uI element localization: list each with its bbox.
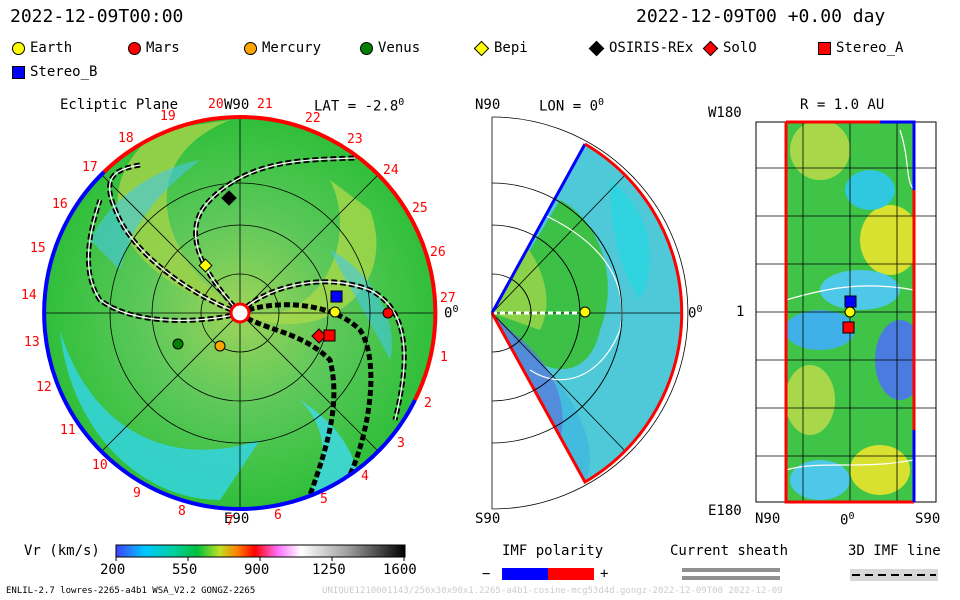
mars-marker-icon [128, 41, 141, 55]
map-x-left-label: N90 [755, 511, 781, 527]
legend-mars: Mars [128, 40, 180, 56]
meridional-right-label: 00 [688, 304, 703, 322]
imf-minus-label: − [482, 566, 491, 582]
legend-stereo-a: Stereo_A [818, 40, 903, 56]
current-sheath-label: Current sheath [670, 543, 789, 559]
meridional-lon-label: LON = 00 [539, 97, 605, 115]
carrington-9: 9 [133, 486, 141, 501]
carrington-23: 23 [347, 132, 363, 147]
earth-marker-icon [844, 306, 856, 318]
colorbar-tick-550: 550 [172, 562, 198, 578]
ecliptic-disk [42, 115, 438, 511]
meridional-bottom-label: S90 [475, 511, 501, 527]
colorbar-tick-900: 900 [244, 562, 270, 578]
colorbar-tick-200: 200 [100, 562, 126, 578]
velocity-colorbar [115, 544, 406, 558]
osiris-marker-icon [221, 190, 237, 206]
sun-icon [229, 302, 251, 324]
carrington-3: 3 [397, 436, 405, 451]
imf-plus-label: + [600, 566, 609, 582]
legend-solo: SolO [702, 40, 757, 56]
carrington-1: 1 [440, 350, 448, 365]
carrington-5: 5 [320, 492, 328, 507]
imf-polarity-label: IMF polarity [502, 543, 604, 559]
stereo-b-marker-icon [330, 290, 343, 303]
footer-run-info: ENLIL-2.7 lowres-2265-a4b1 WSA_V2.2 GONG… [6, 586, 256, 596]
map-mid-left-label: 1 [736, 304, 745, 320]
carrington-19: 19 [160, 109, 176, 124]
carrington-26: 26 [430, 245, 446, 260]
legend-venus: Venus [360, 40, 420, 56]
map-bottom-left-label: E180 [708, 503, 742, 519]
map-top-left-label: W180 [708, 105, 742, 121]
legend-mercury: Mercury [244, 40, 321, 56]
ecliptic-right-label: 00 [444, 304, 459, 322]
carrington-6: 6 [274, 508, 282, 523]
legend-stereo-b: Stereo_B [12, 64, 97, 80]
meridional-top-label: N90 [475, 97, 501, 113]
legend-osiris: OSIRIS-REx [588, 40, 693, 56]
time-left: 2022-12-09T00:00 [10, 6, 184, 27]
carrington-25: 25 [412, 201, 428, 216]
carrington-11: 11 [60, 423, 76, 438]
time-right: 2022-12-09T00 +0.00 day [636, 6, 886, 27]
imf-negative-swatch [502, 568, 548, 580]
carrington-12: 12 [36, 380, 52, 395]
carrington-16: 16 [52, 197, 68, 212]
imf-line-label: 3D IMF line [848, 543, 941, 559]
carrington-24: 24 [383, 163, 399, 178]
earth-marker-icon [579, 306, 591, 318]
stereo-b-marker-icon [844, 295, 857, 308]
carrington-2: 2 [424, 396, 432, 411]
colorbar-tick-1600: 1600 [383, 562, 417, 578]
carrington-17: 17 [82, 160, 98, 175]
carrington-20: 20 [208, 97, 224, 112]
legend-earth: Earth [12, 40, 72, 56]
colorbar-label: Vr (km/s) [24, 543, 100, 559]
ecliptic-objects [172, 190, 394, 352]
mars-marker-icon [382, 307, 394, 319]
ecliptic-bottom-label: E90 [224, 511, 250, 527]
stereo-a-marker-icon [323, 329, 336, 342]
stereo-b-marker-icon [12, 65, 25, 79]
carrington-4: 4 [361, 469, 369, 484]
carrington-labels: 1 2 3 4 5 6 7 8 9 10 11 12 13 14 15 16 1… [21, 97, 456, 529]
footer-run-id: UNIQUE1210001143/256x30x90x1.2265-a4b1-c… [322, 586, 783, 596]
carrington-14: 14 [21, 288, 37, 303]
ecliptic-lat-label: LAT = -2.80 [314, 97, 405, 115]
bepi-marker-icon [198, 258, 213, 273]
carrington-8: 8 [178, 504, 186, 519]
lon-lat-map [755, 120, 937, 504]
earth-marker-icon [329, 306, 341, 318]
imf-line-swatch [850, 569, 938, 581]
map-x-right-label: S90 [915, 511, 941, 527]
carrington-22: 22 [305, 111, 321, 126]
carrington-18: 18 [118, 131, 134, 146]
current-sheath-swatch [682, 568, 780, 580]
venus-marker-icon [172, 338, 184, 350]
mercury-marker-icon [214, 340, 226, 352]
stereo-a-marker-icon [818, 41, 831, 55]
carrington-15: 15 [30, 241, 46, 256]
colorbar-ticks [115, 557, 405, 561]
carrington-13: 13 [24, 335, 40, 350]
meridional-plot [490, 116, 689, 510]
venus-marker-icon [360, 41, 373, 55]
stereo-a-marker-icon [842, 321, 855, 334]
map-r-label: R = 1.0 AU [800, 97, 885, 113]
legend-bepi: Bepi [473, 40, 528, 56]
carrington-21: 21 [257, 97, 273, 112]
ecliptic-top-label: W90 [224, 97, 250, 113]
solo-marker-icon [311, 328, 327, 344]
carrington-7: 7 [226, 514, 234, 529]
earth-marker-icon [12, 41, 25, 55]
imf-positive-swatch [548, 568, 594, 580]
mercury-marker-icon [244, 41, 257, 55]
ecliptic-title: Ecliptic Plane [60, 97, 179, 113]
carrington-10: 10 [92, 458, 108, 473]
colorbar-tick-1250: 1250 [312, 562, 346, 578]
carrington-27: 27 [440, 291, 456, 306]
map-x-mid-label: 00 [840, 511, 855, 529]
